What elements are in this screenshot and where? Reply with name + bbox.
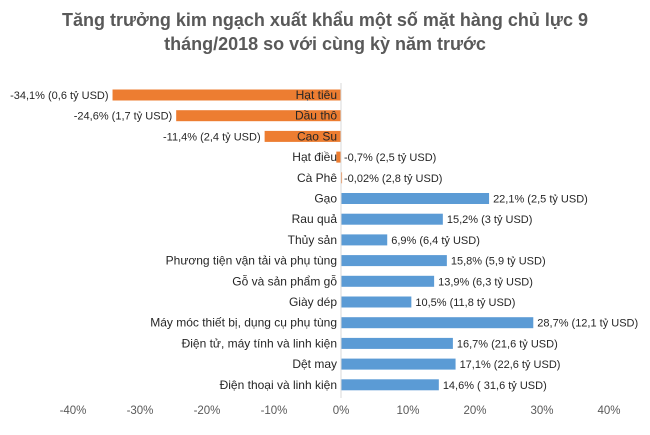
x-tick-label: -20% [194,405,221,417]
bar [341,317,534,329]
data-label: 15,8% (5,9 tỷ USD) [451,256,546,268]
bar [341,379,439,391]
category-label: Gỗ và sản phẩm gỗ [232,273,337,288]
category-label: Rau quả [292,212,338,226]
data-label: -34,1% (0,6 tỷ USD) [10,90,108,102]
bar [341,275,435,287]
data-label: 28,7% (12,1 tỷ USD) [537,318,638,330]
category-label: Thủy sản [288,233,337,247]
data-label: -24,6% (1,7 tỷ USD) [74,111,172,123]
category-label: Điện thoại và linh kiện [220,378,337,392]
data-label: 13,9% (6,3 tỷ USD) [438,276,533,288]
data-label: 14,6% ( 31,6 tỷ USD) [443,380,547,392]
category-label: Điện tử, máy tính và linh kiện [182,336,337,350]
data-label: 10,5% (11,8 tỷ USD) [415,297,515,309]
data-label: 17,1% (22,6 tỷ USD) [460,359,561,371]
x-tick-label: 40% [597,405,620,417]
bar [112,89,341,101]
x-tick-label: -30% [127,405,154,417]
x-tick-label: -10% [261,405,288,417]
bar [341,358,456,370]
data-label: 6,9% (6,4 tỷ USD) [391,235,480,247]
bar [176,110,341,122]
bar [341,337,453,349]
bar [341,255,447,267]
x-tick-label: 20% [463,405,486,417]
bar [264,130,341,142]
category-label: Dệt may [292,357,337,371]
data-label: -0,7% (2,5 tỷ USD) [344,152,436,164]
x-tick-label: -40% [60,405,87,417]
bar [341,234,388,246]
category-label: Hạt điều [292,150,337,164]
x-tick-label: 30% [530,405,553,417]
data-label: -11,4% (2,4 tỷ USD) [163,131,261,143]
x-tick-label: 10% [396,405,419,417]
category-label: Gạo [314,192,337,206]
category-label: Cao Su [297,129,337,143]
chart-title-line-1: Tăng trưởng kim ngạch xuất khẩu một số m… [62,10,588,30]
data-label: -0,02% (2,8 tỷ USD) [344,173,442,185]
category-label: Máy móc thiết bị, dụng cụ phụ tùng [150,316,337,330]
category-label: Phương tiện vận tải và phụ tùng [166,254,337,268]
category-label: Hạt tiêu [296,88,337,102]
bar [341,296,412,308]
data-label: 16,7% (21,6 tỷ USD) [457,338,558,350]
category-label: Dầu thô [295,109,337,123]
data-label: 22,1% (2,5 tỷ USD) [493,194,588,206]
data-label: 15,2% (3 tỷ USD) [447,214,533,226]
bar [336,151,341,163]
category-label: Giày dép [289,295,337,309]
chart-title: Tăng trưởng kim ngạch xuất khẩu một số m… [0,8,650,56]
bar [341,213,443,225]
chart-title-line-2: tháng/2018 so với cùng kỳ năm trước [164,34,486,54]
category-label: Cà Phê [297,171,337,185]
bar [341,193,490,204]
x-tick-label: 0% [333,405,350,417]
